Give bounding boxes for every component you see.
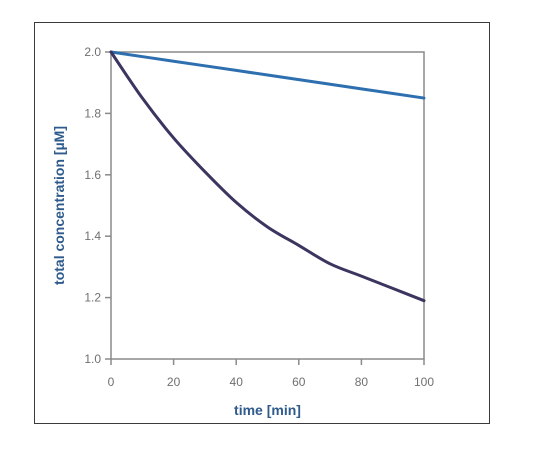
- x-axis-title: time [min]: [234, 402, 301, 418]
- series-line-2: [109, 50, 426, 303]
- x-tick-label: 40: [230, 375, 244, 389]
- x-tick-label: 100: [414, 375, 434, 389]
- series-layer: [109, 50, 426, 303]
- y-axis-title: total concentration [µM]: [51, 126, 67, 285]
- x-tick-label: 0: [108, 375, 115, 389]
- y-tick-label: 1.8: [84, 106, 101, 120]
- x-tick-label: 20: [167, 375, 181, 389]
- y-tick-label: 1.2: [84, 291, 101, 305]
- y-tick-label: 1.4: [84, 229, 101, 243]
- y-tick-label: 2.0: [84, 45, 101, 59]
- axes: 0 20 40 60 80 100 1.0 1.2 1.4 1.6 1.8 2.0: [84, 45, 434, 389]
- x-tick-label: 80: [355, 375, 369, 389]
- plot-area-border: [110, 51, 425, 360]
- y-tick-label: 1.0: [84, 352, 101, 366]
- series-line-1: [109, 50, 426, 100]
- y-tick-label: 1.6: [84, 168, 101, 182]
- x-tick-label: 60: [292, 375, 306, 389]
